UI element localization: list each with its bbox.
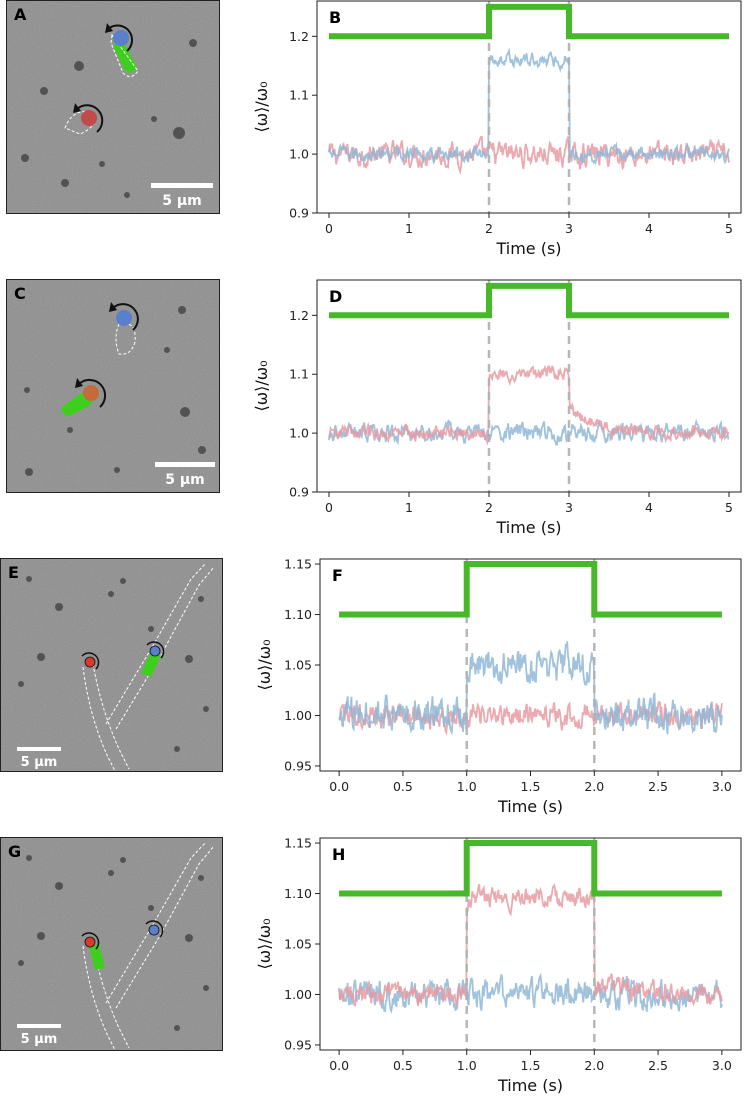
panel-label-h: H [332, 845, 345, 864]
x-tick-label: 3 [565, 500, 573, 515]
x-tick-label: 1 [405, 221, 413, 236]
series-line [328, 418, 730, 446]
x-tick-label: 2.5 [648, 779, 668, 794]
y-tick-label: 1.15 [284, 557, 312, 572]
plot-frame [316, 0, 742, 214]
micrograph-g: 5 µm [0, 837, 223, 1051]
y-tick-label: 1.0 [289, 426, 309, 441]
y-tick-label: 1.00 [284, 987, 312, 1002]
y-tick-label: 1.1 [289, 88, 309, 103]
x-tick-label: 1.5 [521, 1058, 541, 1073]
series-line [338, 972, 723, 1014]
y-tick-label: 0.9 [289, 206, 309, 221]
y-tick-label: 1.10 [284, 886, 312, 901]
stimulus-step [339, 840, 722, 897]
y-tick-label: 1.05 [284, 937, 312, 952]
panel-label-b: B [329, 8, 341, 27]
x-tick-label: 1.0 [457, 1058, 477, 1073]
x-tick-label: 0.5 [393, 1058, 413, 1073]
scale-bar-label: 5 µm [162, 193, 202, 209]
panel-label-d: D [329, 287, 342, 306]
series-line [328, 364, 730, 446]
stimulus-step [329, 3, 729, 40]
y-axis-label: ⟨ω⟩/ω₀ [252, 81, 271, 132]
y-axis-label: ⟨ω⟩/ω₀ [252, 360, 271, 411]
series-line [338, 641, 723, 736]
plot-frame [316, 279, 742, 493]
y-tick-label: 1.00 [284, 708, 312, 723]
y-tick-label: 1.15 [284, 836, 312, 851]
x-tick-label: 3 [565, 221, 573, 236]
micrograph-a: 5 µm [6, 0, 220, 214]
x-axis-label: Time (s) [497, 797, 563, 816]
y-tick-label: 0.95 [284, 1037, 312, 1052]
x-tick-label: 0 [325, 500, 333, 515]
x-axis-label: Time (s) [495, 518, 561, 537]
x-axis-label: Time (s) [495, 239, 561, 258]
micrograph-c: 5 µm [6, 279, 220, 493]
series-line [338, 882, 723, 1009]
micrograph-e: 5 µm [0, 558, 223, 772]
y-tick-label: 1.10 [284, 607, 312, 622]
chart-panel-f: 0.0 0.5 1.0 1.5 2.0 2.5 3.0 0.95 1.00 1.05 1.10 1.1… [255, 557, 742, 816]
x-tick-label: 1 [405, 500, 413, 515]
y-tick-label: 0.9 [289, 485, 309, 500]
x-tick-label: 0.0 [329, 779, 349, 794]
y-axis-label: ⟨ω⟩/ω₀ [255, 639, 274, 690]
x-tick-label: 3.0 [712, 1058, 732, 1073]
x-tick-label: 0.5 [393, 779, 413, 794]
y-tick-label: 1.2 [289, 308, 309, 323]
chart-panel-b: 0 1 2 3 4 5 0.9 1.0 1.1 1.2 Time (s) ⟨ω⟩/ω₀ B [252, 0, 742, 258]
scale-bar-label: 5 µm [21, 755, 58, 770]
x-tick-label: 5 [725, 221, 733, 236]
plot-frame [319, 837, 742, 1051]
chart-panel-h: 0.0 0.5 1.0 1.5 2.0 2.5 3.0 0.95 1.00 1.05 1.10 1.1… [255, 836, 742, 1095]
x-tick-label: 2.0 [584, 779, 604, 794]
stimulus-step [339, 561, 722, 618]
series-line [328, 47, 730, 166]
x-tick-label: 2 [485, 221, 493, 236]
x-tick-label: 5 [725, 500, 733, 515]
scale-bar-label: 5 µm [165, 472, 205, 488]
x-tick-label: 2.0 [584, 1058, 604, 1073]
y-tick-label: 1.2 [289, 29, 309, 44]
scale-bar-label: 5 µm [21, 1032, 58, 1047]
x-tick-label: 2.5 [648, 1058, 668, 1073]
y-tick-label: 1.05 [284, 658, 312, 673]
x-tick-label: 4 [645, 221, 653, 236]
x-tick-label: 0.0 [329, 1058, 349, 1073]
chart-panel-d: 0 1 2 3 4 5 0.9 1.0 1.1 1.2 Time (s) ⟨ω⟩/ω₀ D [252, 279, 742, 537]
x-axis-label: Time (s) [497, 1076, 563, 1095]
y-tick-label: 0.95 [284, 758, 312, 773]
y-tick-label: 1.0 [289, 147, 309, 162]
x-tick-label: 0 [325, 221, 333, 236]
x-tick-label: 2 [485, 500, 493, 515]
x-tick-label: 4 [645, 500, 653, 515]
stimulus-step [329, 282, 729, 319]
y-tick-label: 1.1 [289, 367, 309, 382]
series-line [338, 700, 723, 736]
x-tick-label: 3.0 [712, 779, 732, 794]
x-tick-label: 1.0 [457, 779, 477, 794]
x-tick-label: 1.5 [521, 779, 541, 794]
y-axis-label: ⟨ω⟩/ω₀ [255, 918, 274, 969]
panel-label-f: F [332, 566, 343, 585]
